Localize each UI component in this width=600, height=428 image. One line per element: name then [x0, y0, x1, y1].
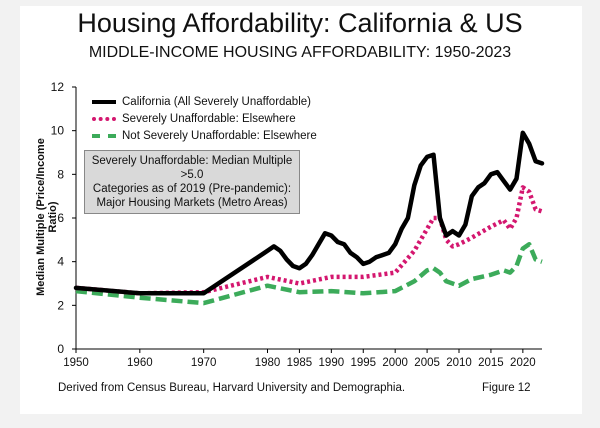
note-line: Categories as of 2019 (Pre-pandemic): — [92, 183, 292, 195]
x-tick-label: 2015 — [478, 357, 504, 369]
x-tick-label: 2000 — [382, 357, 408, 369]
legend-swatch-severely-unaffordable — [92, 116, 116, 121]
legend-swatch-not-severely-unaffordable — [92, 133, 116, 138]
source-note: Derived from Census Bureau, Harvard Univ… — [58, 382, 406, 394]
y-tick-label: 2 — [57, 298, 64, 312]
y-tick-label: 10 — [51, 124, 65, 138]
legend-swatch-california — [92, 99, 116, 104]
legend-label-california: California (All Severely Unaffordable) — [122, 95, 311, 108]
legend-item-california: California (All Severely Unaffordable) — [92, 93, 317, 110]
category-note-box: Severely Unaffordable: Median Multiple >… — [84, 150, 300, 214]
y-tick-label: 0 — [57, 342, 64, 356]
note-line: Major Housing Markets (Metro Areas) — [96, 197, 288, 209]
series-line-0 — [73, 130, 545, 296]
y-tick-label: 12 — [51, 80, 65, 94]
x-tick-label: 1950 — [63, 357, 89, 369]
legend-item-severely-unaffordable: Severely Unaffordable: Elsewhere — [92, 110, 317, 127]
y-tick-label: 6 — [57, 211, 64, 225]
chart-subtitle: MIDDLE-INCOME HOUSING AFFORDABILITY: 195… — [88, 44, 512, 61]
legend-label-severely-unaffordable: Severely Unaffordable: Elsewhere — [122, 112, 296, 125]
x-tick-label: 1980 — [255, 357, 281, 369]
legend: California (All Severely Unaffordable) S… — [92, 93, 317, 144]
y-tick-label: 4 — [57, 255, 64, 269]
legend-item-not-severely-unaffordable: Not Severely Unaffordable: Elsewhere — [92, 127, 317, 144]
x-tick-label: 2005 — [414, 357, 440, 369]
x-tick-label: 1990 — [319, 357, 345, 369]
x-tick-label: 1970 — [191, 357, 217, 369]
x-tick-label: 2020 — [510, 357, 536, 369]
note-line: Severely Unaffordable: Median Multiple >… — [91, 155, 293, 181]
y-tick-label: 8 — [57, 167, 64, 181]
x-tick-label: 1960 — [127, 357, 153, 369]
figure-label: Figure 12 — [482, 382, 531, 394]
x-tick-label: 1985 — [287, 357, 313, 369]
series-line-2 — [75, 241, 543, 306]
chart-title: Housing Affordability: California & US — [77, 8, 523, 38]
x-tick-label: 2010 — [446, 357, 472, 369]
legend-label-not-severely-unaffordable: Not Severely Unaffordable: Elsewhere — [122, 129, 317, 142]
x-tick-label: 1995 — [350, 357, 376, 369]
